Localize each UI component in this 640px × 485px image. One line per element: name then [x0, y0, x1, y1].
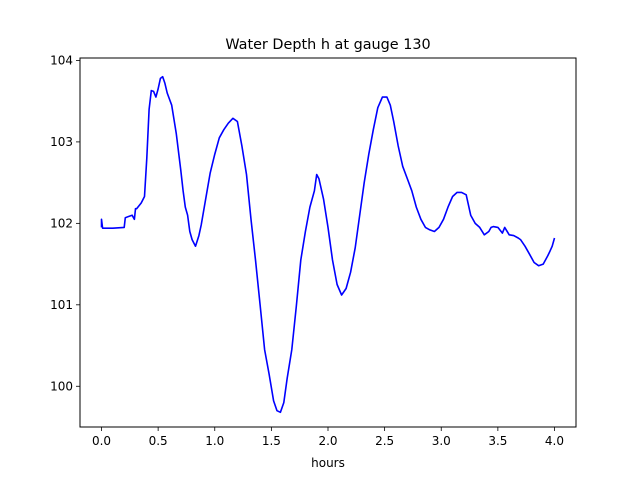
- x-tick-label: 1.5: [262, 434, 281, 448]
- series-line: [100, 75, 556, 414]
- x-tick-label: 2.0: [318, 434, 337, 448]
- x-tick-label: 1.0: [205, 434, 224, 448]
- x-tick-label: 4.0: [545, 434, 564, 448]
- y-tick-label: 101: [50, 298, 73, 312]
- x-tick-label: 0.5: [149, 434, 168, 448]
- x-tick-label: 3.5: [488, 434, 507, 448]
- y-tick-label: 102: [50, 216, 73, 230]
- x-axis: 0.0 0.5 1.0 1.5 2.0 2.5 3.0 3.5 4.0: [92, 427, 564, 448]
- chart-title: Water Depth h at gauge 130: [225, 37, 430, 53]
- y-axis: 100 101 102 103 104: [50, 53, 80, 393]
- x-tick-label: 0.0: [92, 434, 111, 448]
- x-tick-label: 3.0: [432, 434, 451, 448]
- y-tick-label: 103: [50, 135, 73, 149]
- x-tick-label: 2.5: [375, 434, 394, 448]
- y-tick-label: 104: [50, 53, 73, 67]
- plot-area: [100, 75, 556, 414]
- x-axis-label: hours: [311, 456, 345, 470]
- y-tick-label: 100: [50, 379, 73, 393]
